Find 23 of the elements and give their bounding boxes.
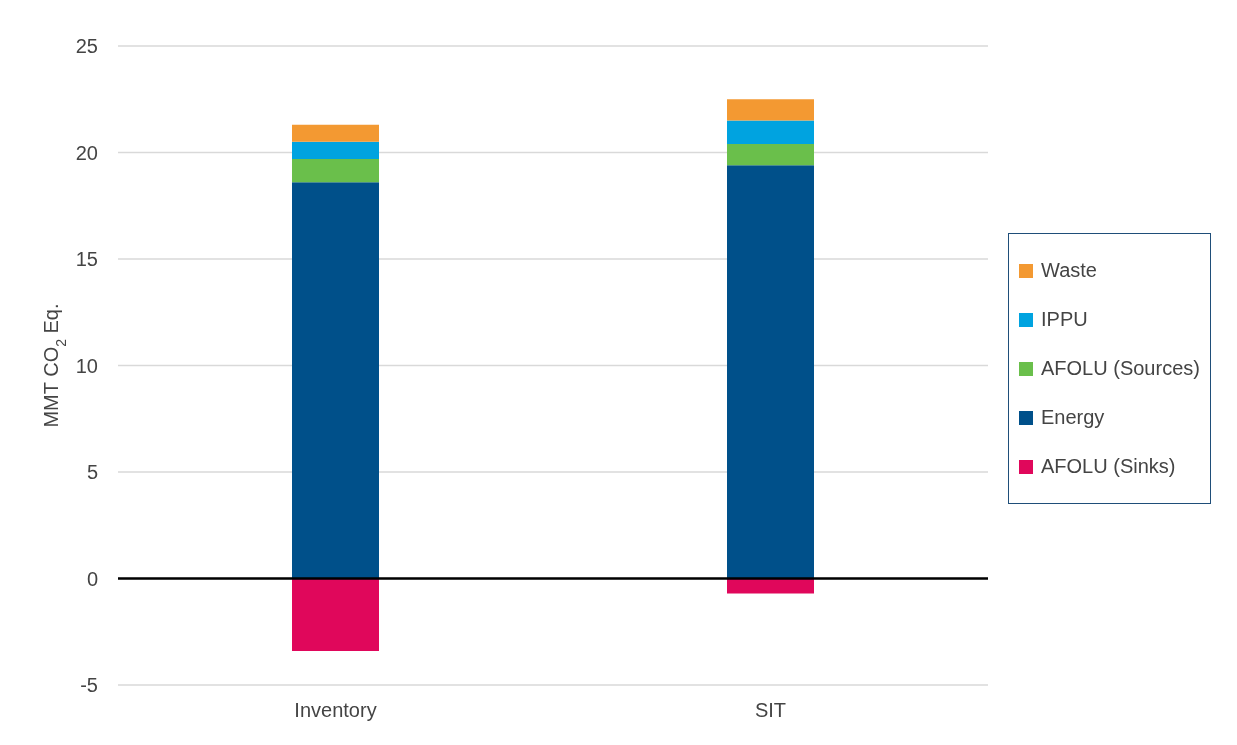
y-tick-label: 10 <box>75 354 98 377</box>
bar <box>727 165 814 579</box>
bar <box>292 578 379 651</box>
bar <box>292 158 379 183</box>
x-tick-label: SIT <box>754 699 787 722</box>
bar <box>727 120 814 144</box>
legend-label: AFOLU (Sources) <box>1041 357 1200 380</box>
bar <box>727 99 814 121</box>
x-tick-label: Inventory <box>294 699 377 722</box>
y-tick-label: 15 <box>75 248 98 271</box>
y-tick-label: -5 <box>80 674 98 697</box>
legend-label: Energy <box>1041 406 1105 429</box>
bar <box>292 182 379 579</box>
bar <box>292 124 379 142</box>
legend-label: AFOLU (Sinks) <box>1041 455 1176 478</box>
y-tick-label: 5 <box>86 461 98 484</box>
y-tick-label: 25 <box>75 35 98 58</box>
bar <box>727 143 814 166</box>
y-tick-label: 0 <box>86 567 98 590</box>
legend-label: Waste <box>1041 259 1097 282</box>
bar <box>292 141 379 159</box>
y-tick-label: 20 <box>75 141 98 164</box>
legend-label: IPPU <box>1041 308 1088 331</box>
